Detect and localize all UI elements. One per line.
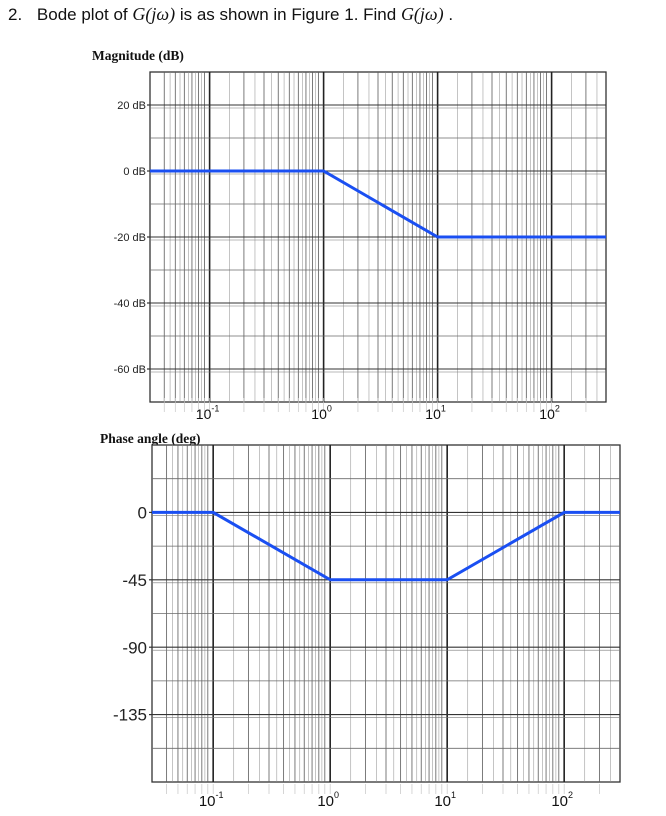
y-tick-label: -45 [122,571,147,590]
question-text-before: Bode plot of [36,5,133,24]
phase-panel: Phase angle (deg) 0 -45 -90 -135 10-1 100 101 10… [100,431,621,810]
grid-lines [152,445,620,782]
panel-title: Magnitude (dB) [92,48,184,63]
y-tick-label: 0 dB [123,166,146,178]
series-line [150,169,606,239]
x-tick-label: 100 [317,790,339,810]
panel-title: Phase angle (deg) [100,431,201,446]
y-tick-label: -20 dB [114,232,146,244]
question-text-after: . [448,5,454,24]
y-tick-label: -40 dB [114,298,146,310]
series-line [152,510,620,582]
x-tick-label: 101 [434,790,456,810]
transfer-function-symbol-2: G(jω) [400,4,444,24]
magnitude-panel: Magnitude (dB) 20 dB 0 dB -20 dB -40 dB -60 d… [92,48,607,422]
x-tick-label: 100 [311,403,332,422]
y-tick-label: 0 [138,504,147,523]
question-text-middle: is as shown in Figure 1. Find [179,5,401,24]
transfer-function-symbol: G(jω) [132,4,176,24]
y-tick-label: -60 dB [114,364,146,376]
x-tick-label: 102 [551,790,573,810]
x-tick-label: 10-1 [196,403,220,422]
y-tick-label: 20 dB [117,100,146,112]
x-tick-label: 101 [425,403,446,422]
x-tick-label: 102 [539,403,560,422]
question-number: 2. [8,5,23,24]
y-tick-label: -135 [113,706,147,725]
x-tick-label: 10-1 [199,790,224,810]
question-text: 2. Bode plot of G(jω) is as shown in Fig… [8,4,453,25]
y-tick-label: -90 [122,638,147,657]
